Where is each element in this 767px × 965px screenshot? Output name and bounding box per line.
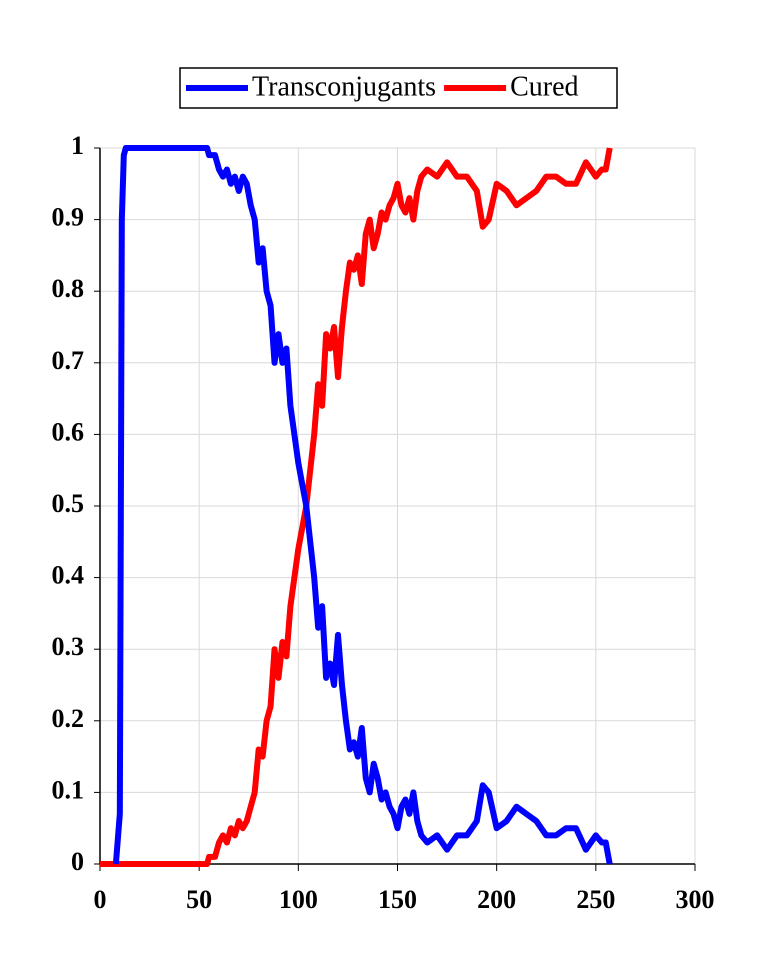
data-line [100,147,613,867]
y-tick-label: 0.1 [52,775,85,804]
y-tick-label: 1 [71,131,84,160]
data-line [112,145,613,865]
y-tick-label: 0.2 [52,704,85,733]
y-tick-label: 0.9 [52,203,85,232]
y-tick-label: 0.4 [52,561,85,590]
x-tick-label: 250 [576,885,615,914]
y-tick-label: 0.3 [52,632,85,661]
y-tick-label: 0.8 [52,274,85,303]
y-tick-label: 0 [71,847,84,876]
legend-box [179,67,618,109]
x-tick-label: 300 [676,885,715,914]
legend-label: Transconjugants [252,71,436,102]
x-tick-label: 100 [279,885,318,914]
x-tick-label: 150 [378,885,417,914]
x-tick-label: 0 [94,885,107,914]
y-tick-label: 0.7 [52,346,85,375]
y-tick-label: 0.5 [52,489,85,518]
x-tick-label: 200 [477,885,516,914]
legend-label: Cured [510,71,578,102]
y-tick-label: 0.6 [52,417,85,446]
x-tick-label: 50 [186,885,212,914]
